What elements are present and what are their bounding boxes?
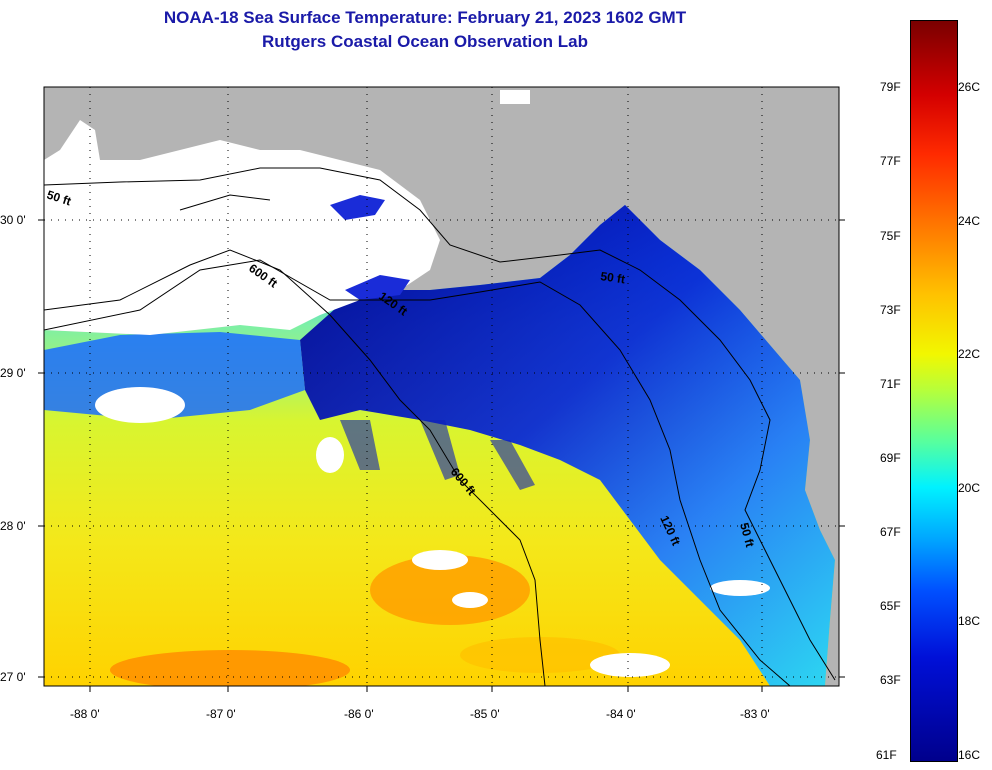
cold-shelf-water (300, 205, 835, 686)
cold-streak (340, 420, 380, 470)
cloud-cover (500, 90, 530, 104)
isobath-120ft (44, 259, 791, 686)
temperature-colorbar (910, 20, 958, 762)
lat-label: 30 0' (0, 213, 26, 227)
lat-label: 27 0' (0, 670, 26, 684)
axis-ticks (38, 219, 845, 692)
colorbar-f-label: 71F (880, 377, 901, 391)
warm-patch (110, 650, 350, 686)
colorbar-f-label: 73F (880, 303, 901, 317)
isobath-50ft-inner (179, 194, 271, 211)
colorbar-c-label: 20C (958, 481, 981, 495)
colorbar-c-label: 22C (958, 347, 981, 361)
cloud-cover (590, 653, 670, 677)
colorbar-f-label: 63F (880, 673, 901, 687)
colorbar-c-label: 18C (958, 614, 981, 628)
colorbar-f-label: 77F (880, 154, 901, 168)
colorbar-f-label: 65F (880, 599, 901, 613)
cold-streak (490, 440, 535, 490)
lat-label: 28 0' (0, 519, 26, 533)
lon-label: -86 0' (344, 707, 374, 721)
lon-label: -87 0' (206, 707, 236, 721)
lon-label: -84 0' (606, 707, 636, 721)
colorbar-c-label: 24C (958, 214, 981, 228)
colorbar-f-label: 69F (880, 451, 901, 465)
colorbar-c-label: 16C (958, 748, 981, 762)
cloud-cover (95, 387, 185, 423)
cloud-cover (412, 550, 468, 570)
lon-label: -85 0' (470, 707, 500, 721)
cloud-cover (452, 592, 488, 608)
colorbar-f-label: 75F (880, 229, 901, 243)
map-title: NOAA-18 Sea Surface Temperature: Februar… (163, 8, 687, 27)
colorbar-f-label: 79F (880, 80, 901, 94)
cold-streak (420, 420, 460, 480)
cold-patch (345, 275, 410, 300)
lon-label: -88 0' (70, 707, 100, 721)
lat-label: 29 0' (0, 366, 26, 380)
warm-patch (370, 555, 530, 625)
map-subtitle: Rutgers Coastal Ocean Observation Lab (262, 32, 588, 51)
cloud-cover (710, 580, 770, 596)
cold-patch (330, 195, 385, 220)
depth-label: 50 ft (737, 521, 757, 548)
colorbar-c-label: 26C (958, 80, 981, 94)
map-frame (43, 86, 840, 687)
depth-label: 50 ft (600, 269, 626, 286)
warm-patch (460, 637, 620, 673)
isobath-50ft (44, 167, 836, 681)
colorbar-f-label: 61F (876, 748, 897, 762)
lon-label: -83 0' (740, 707, 770, 721)
colorbar-f-label: 67F (880, 525, 901, 539)
isobath-600ft (44, 249, 546, 686)
cloud-cover (44, 120, 440, 335)
cloud-cover (316, 437, 344, 473)
